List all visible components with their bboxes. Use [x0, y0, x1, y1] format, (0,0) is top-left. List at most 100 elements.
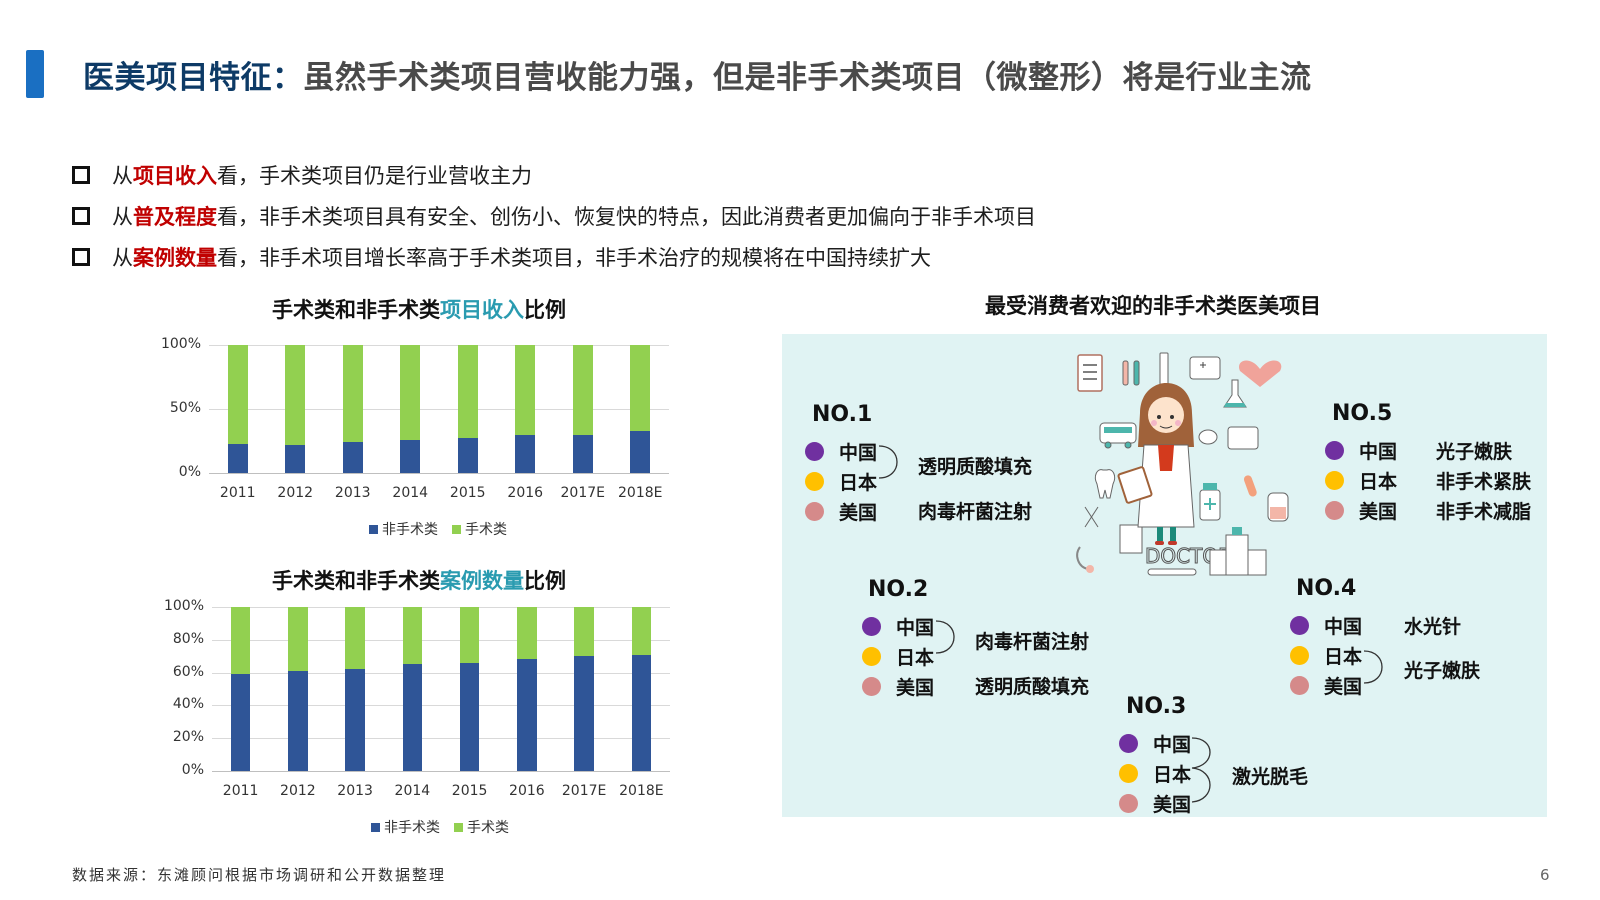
x-tick-label: 2011	[222, 783, 259, 799]
stacked-bar	[515, 345, 536, 473]
x-tick-label: 2016	[507, 485, 544, 501]
japan-dot-icon	[1119, 764, 1138, 783]
x-tick-label: 2016	[509, 783, 545, 799]
x-tick-label: 2012	[280, 783, 316, 799]
chart-legend: 非手术类 手术类	[371, 817, 523, 837]
china-dot-icon	[1119, 734, 1138, 753]
usa-dot-icon	[1325, 501, 1344, 520]
x-tick-label: 2015	[451, 783, 488, 799]
stacked-bar	[288, 607, 308, 771]
gridline	[209, 345, 669, 346]
revenue-chart-title: 手术类和非手术类项目收入比例	[272, 298, 566, 322]
legend-item: 手术类	[452, 519, 507, 539]
stacked-bar	[285, 345, 306, 473]
bar-segment-non-surgical	[630, 430, 651, 473]
china-dot-icon	[1325, 441, 1344, 460]
x-tick-label: 2012	[277, 485, 314, 501]
bar-segment-non-surgical	[345, 669, 365, 771]
bar-segment-non-surgical	[459, 662, 480, 771]
medicine-bottle-icon	[1199, 483, 1221, 521]
bracket-icon	[935, 620, 955, 654]
bullet-highlight: 普及程度	[133, 204, 217, 229]
stacked-bar	[230, 607, 251, 771]
bar-segment-surgical	[630, 345, 651, 431]
bar-segment-non-surgical	[574, 656, 594, 771]
cases-chart-title: 手术类和非手术类案例数量比例	[272, 569, 566, 593]
stacked-bar	[342, 345, 363, 473]
x-tick-label: 2017E	[561, 783, 607, 799]
page-title-sub: 虽然手术类项目营收能力强，但是非手术类项目（微整形）将是行业主流	[303, 60, 1312, 96]
bar-segment-non-surgical	[515, 434, 536, 473]
stacked-bar	[227, 345, 248, 473]
bar-segment-non-surgical	[285, 444, 306, 473]
bar-segment-surgical	[631, 607, 652, 655]
usa-dot-icon	[862, 677, 881, 696]
heart-icon	[1239, 360, 1282, 387]
y-tick-label: 20%	[172, 729, 204, 746]
stacked-bar	[631, 607, 652, 771]
china-dot-icon	[1290, 616, 1309, 635]
doctor-figure-icon	[1117, 383, 1195, 545]
square-bullet-icon	[72, 206, 90, 225]
china-dot-icon	[805, 442, 824, 461]
iv-bag-icon	[1267, 492, 1289, 522]
xray-icon	[1119, 524, 1143, 554]
flask-icon	[1223, 379, 1247, 408]
usa-dot-icon	[1290, 676, 1309, 695]
bullet-item: 从项目收入 看，手术类项目仍是行业营收主力	[72, 154, 1036, 195]
y-tick-label: 0%	[178, 464, 201, 480]
gridline	[212, 738, 670, 740]
bullet-highlight: 项目收入	[133, 163, 217, 188]
y-tick-label: 100%	[160, 336, 201, 352]
plot-area	[209, 345, 669, 474]
x-tick-label: 2014	[392, 485, 429, 501]
title-accent-bar	[26, 50, 44, 98]
square-bullet-icon	[72, 247, 90, 266]
bar-segment-surgical	[574, 607, 594, 657]
monitor-icon	[1227, 426, 1259, 450]
ambulance-icon	[1099, 422, 1137, 449]
y-tick-label: 100%	[163, 598, 204, 614]
y-tick-label: 0%	[181, 762, 204, 778]
japan-dot-icon	[862, 647, 881, 666]
legend-item: 手术类	[454, 817, 509, 837]
data-source-note: 数据来源：东滩顾问根据市场调研和公开数据整理	[72, 866, 447, 884]
x-tick-label: 2013	[334, 485, 371, 501]
china-dot-icon	[862, 617, 881, 636]
stethoscope-icon	[1076, 546, 1094, 573]
gridline	[209, 473, 669, 474]
chart-legend: 非手术类 手术类	[369, 519, 521, 539]
japan-dot-icon	[805, 472, 824, 491]
legend-swatch-icon	[369, 524, 378, 534]
x-tick-label: 2017E	[560, 485, 605, 501]
bar-segment-surgical	[230, 607, 251, 675]
bar-segment-surgical	[288, 607, 308, 671]
bar-segment-non-surgical	[517, 659, 537, 771]
y-tick-label: 40%	[172, 696, 204, 713]
stacked-bar	[572, 345, 593, 473]
usa-dot-icon	[1119, 794, 1138, 813]
page-number: 6	[1540, 866, 1550, 884]
bar-segment-surgical	[572, 345, 593, 435]
bullet-list: 从项目收入 看，手术类项目仍是行业营收主力 从普及程度 看，非手术类项目具有安全、创…	[72, 154, 1036, 277]
panel-title: 最受消费者欢迎的非手术类医美项目	[985, 294, 1321, 318]
bar-segment-non-surgical	[631, 654, 652, 771]
bar-segment-non-surgical	[457, 438, 478, 473]
bar-segment-surgical	[345, 607, 365, 670]
bar-segment-non-surgical	[402, 664, 423, 771]
bullet-item: 从案例数量 看，非手术项目增长率高于手术类项目，非手术治疗的规模将在中国持续扩大	[72, 236, 1036, 277]
bracket-icon	[1191, 737, 1211, 803]
gridline	[212, 672, 670, 674]
pill-icon	[1198, 429, 1218, 445]
square-bullet-icon	[72, 165, 90, 184]
page-title-main: 医美项目特征：	[83, 60, 304, 96]
x-tick-label: 2011	[219, 485, 256, 501]
legend-item: 非手术类	[371, 817, 440, 837]
page-title: 医美项目特征：虽然手术类项目营收能力强，但是非手术类项目（微整形）将是行业主流	[83, 52, 1312, 97]
plot-area	[212, 607, 670, 772]
doctor-illustration: DOCTOR	[1076, 352, 1289, 576]
legend-swatch-icon	[454, 822, 463, 832]
bracket-icon	[1363, 650, 1383, 684]
bar-segment-surgical	[342, 345, 363, 443]
y-tick-label: 50%	[169, 400, 201, 416]
